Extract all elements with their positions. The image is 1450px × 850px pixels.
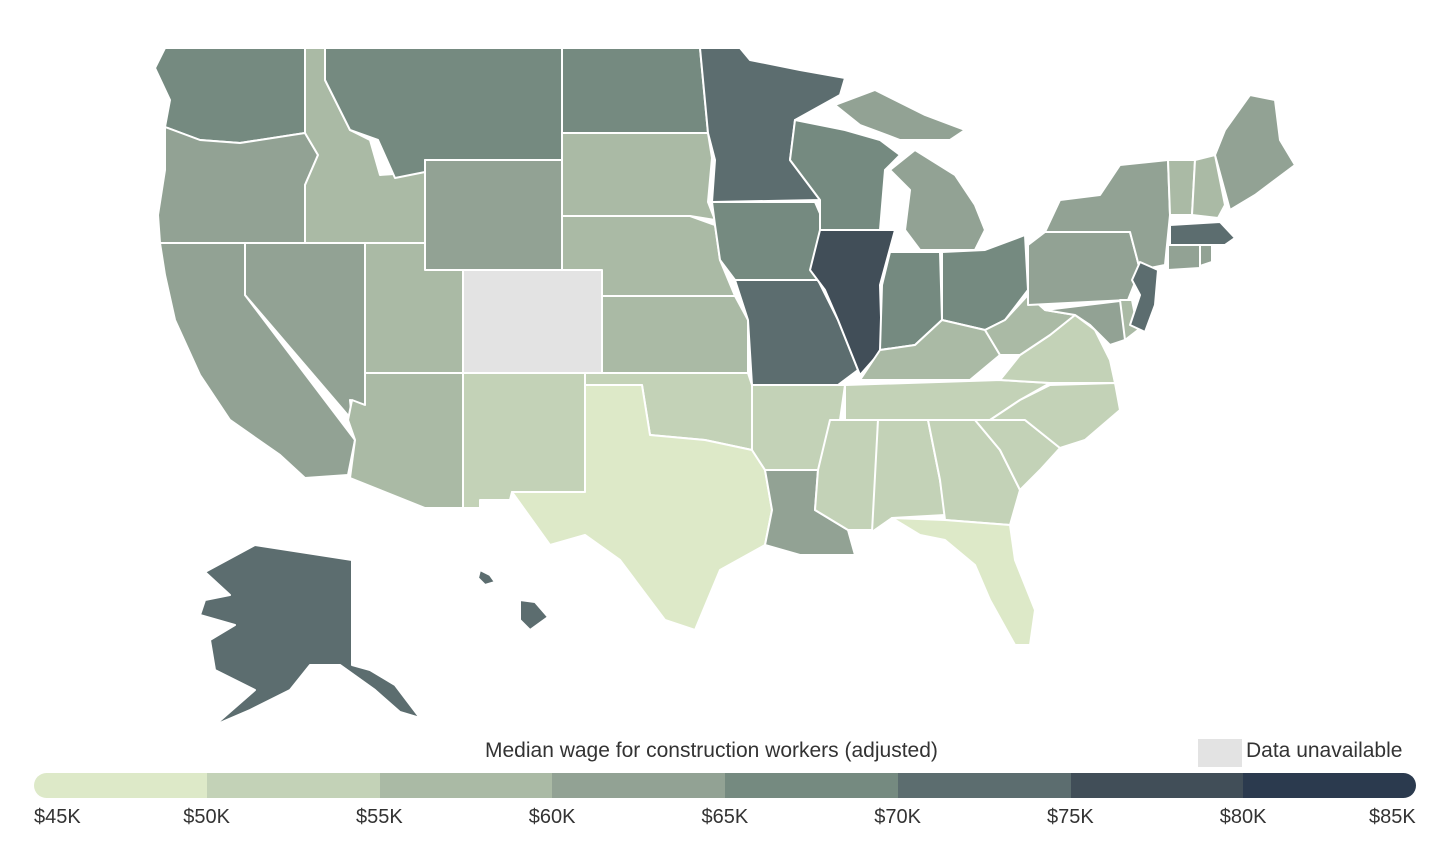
state-VT[interactable] (1167, 159, 1196, 216)
state-PA[interactable] (1027, 231, 1141, 306)
scale-segment (725, 773, 898, 798)
state-CO[interactable] (462, 269, 603, 374)
state-SD[interactable] (561, 132, 716, 221)
scale-tick-label: $55K (356, 806, 403, 828)
state-ME[interactable] (1214, 94, 1296, 211)
state-RI[interactable] (1199, 244, 1213, 267)
state-WI[interactable] (789, 119, 901, 231)
state-NJ[interactable] (1129, 261, 1159, 333)
state-WY[interactable] (424, 159, 563, 271)
scale-segment (34, 773, 207, 798)
state-ND[interactable] (561, 47, 709, 134)
state-HI-islands[interactable] (477, 569, 496, 586)
state-IL[interactable] (809, 229, 896, 376)
state-WA[interactable] (154, 47, 306, 144)
scale-tick-label: $70K (874, 806, 921, 828)
scale-segment (1243, 773, 1416, 798)
scale-tick-label: $75K (1047, 806, 1094, 828)
state-TX[interactable] (511, 384, 773, 631)
state-MI-upper[interactable] (834, 89, 966, 141)
unavailable-swatch (1198, 739, 1242, 767)
scale-tick-label: $50K (183, 806, 230, 828)
scale-segment (897, 773, 1071, 798)
state-HI[interactable] (519, 599, 549, 631)
scale-tick-label: $65K (701, 806, 749, 828)
legend-title: Median wage for construction workers (ad… (485, 739, 938, 762)
scale-segment (1070, 773, 1244, 798)
scale-tick-label: $80K (1219, 806, 1267, 828)
state-KS[interactable] (601, 295, 749, 374)
scale-segment (379, 773, 553, 798)
state-MA[interactable] (1169, 221, 1236, 246)
scale-segment (206, 773, 380, 798)
state-NM[interactable] (462, 372, 586, 509)
scale-tick-label: $45K (34, 806, 81, 828)
scale-tick-label: $85K (1369, 806, 1416, 828)
state-FL[interactable] (891, 517, 1036, 646)
state-AK[interactable] (199, 544, 421, 726)
scale-segment (552, 773, 725, 798)
state-MI[interactable] (889, 149, 986, 251)
state-OR[interactable] (157, 126, 319, 244)
color-scale-ticks: $45K $50K $55K $60K $65K $70K $75K $80K $85K (0, 806, 1450, 832)
scale-tick-label: $60K (528, 806, 576, 828)
state-DE[interactable] (1119, 299, 1139, 341)
us-choropleth-map (154, 47, 1296, 726)
state-NC[interactable] (989, 382, 1121, 449)
color-scale-bar (34, 773, 1416, 798)
state-AZ[interactable] (347, 372, 464, 509)
unavailable-label: Data unavailable (1246, 739, 1403, 762)
state-NH[interactable] (1191, 154, 1226, 219)
state-CT[interactable] (1167, 244, 1201, 271)
